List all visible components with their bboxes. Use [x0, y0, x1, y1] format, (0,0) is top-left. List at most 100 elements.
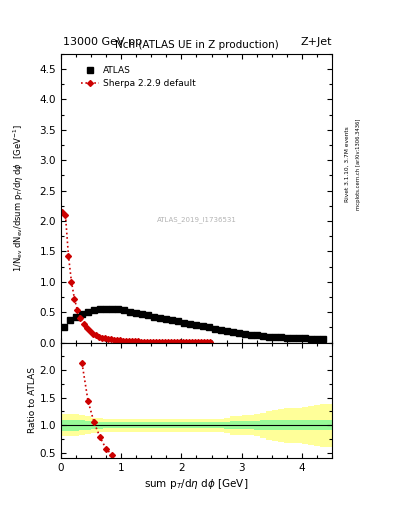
ATLAS — [290, 335, 295, 341]
ATLAS — [272, 334, 277, 340]
ATLAS — [146, 312, 151, 318]
ATLAS — [309, 336, 313, 342]
Sherpa 2.2.9 default — [193, 339, 197, 346]
ATLAS — [297, 335, 301, 342]
Sherpa 2.2.9 default — [141, 338, 146, 345]
Text: 13000 GeV pp: 13000 GeV pp — [63, 37, 142, 47]
ATLAS — [236, 330, 241, 336]
Sherpa 2.2.9 default — [84, 325, 89, 331]
ATLAS — [176, 318, 181, 325]
Sherpa 2.2.9 default — [187, 339, 191, 346]
Sherpa 2.2.9 default — [96, 333, 101, 339]
ATLAS — [212, 326, 217, 332]
Sherpa 2.2.9 default — [135, 338, 140, 345]
Sherpa 2.2.9 default — [66, 252, 71, 259]
ATLAS — [218, 327, 223, 333]
Sherpa 2.2.9 default — [78, 315, 83, 322]
Sherpa 2.2.9 default — [189, 339, 194, 346]
ATLAS — [315, 336, 320, 342]
X-axis label: sum p$_T$/d$\eta$ d$\phi$ [GeV]: sum p$_T$/d$\eta$ d$\phi$ [GeV] — [144, 477, 249, 492]
ATLAS — [182, 319, 187, 326]
Sherpa 2.2.9 default — [202, 339, 206, 346]
ATLAS — [230, 329, 235, 335]
Sherpa 2.2.9 default — [199, 339, 204, 346]
Line: ATLAS: ATLAS — [61, 306, 326, 342]
Sherpa 2.2.9 default — [208, 339, 212, 346]
ATLAS — [134, 310, 139, 316]
ATLAS — [92, 307, 96, 313]
ATLAS — [194, 322, 199, 328]
Sherpa 2.2.9 default — [90, 330, 95, 336]
Sherpa 2.2.9 default — [165, 339, 170, 345]
Sherpa 2.2.9 default — [147, 339, 152, 345]
Sherpa 2.2.9 default — [123, 338, 128, 344]
Line: Sherpa 2.2.9 default: Sherpa 2.2.9 default — [61, 210, 212, 345]
Sherpa 2.2.9 default — [87, 328, 92, 334]
ATLAS — [62, 325, 66, 331]
Sherpa 2.2.9 default — [171, 339, 176, 345]
ATLAS — [254, 332, 259, 338]
ATLAS — [80, 311, 84, 317]
Sherpa 2.2.9 default — [114, 337, 119, 343]
Sherpa 2.2.9 default — [138, 338, 143, 345]
Sherpa 2.2.9 default — [174, 339, 179, 346]
Sherpa 2.2.9 default — [108, 336, 113, 343]
Sherpa 2.2.9 default — [126, 338, 131, 344]
ATLAS — [140, 311, 145, 317]
Sherpa 2.2.9 default — [111, 337, 116, 343]
Sherpa 2.2.9 default — [156, 339, 161, 345]
Sherpa 2.2.9 default — [153, 339, 158, 345]
Sherpa 2.2.9 default — [99, 334, 104, 340]
ATLAS — [98, 306, 103, 312]
Sherpa 2.2.9 default — [178, 339, 182, 346]
ATLAS — [206, 325, 211, 331]
Text: ATLAS_2019_I1736531: ATLAS_2019_I1736531 — [156, 217, 237, 223]
ATLAS — [86, 309, 90, 315]
ATLAS — [200, 323, 205, 329]
ATLAS — [242, 331, 247, 337]
Sherpa 2.2.9 default — [117, 337, 122, 344]
Text: Rivet 3.1.10, 3.7M events: Rivet 3.1.10, 3.7M events — [345, 126, 350, 202]
ATLAS — [261, 333, 265, 339]
Sherpa 2.2.9 default — [105, 336, 110, 342]
Y-axis label: 1/N$_{\rm ev}$ dN$_{\rm ev}$/dsum p$_T$/d$\eta$ d$\phi$  [GeV$^{-1}$]: 1/N$_{\rm ev}$ dN$_{\rm ev}$/dsum p$_T$/… — [11, 124, 26, 272]
Sherpa 2.2.9 default — [69, 279, 74, 285]
Sherpa 2.2.9 default — [145, 339, 149, 345]
Legend: ATLAS, Sherpa 2.2.9 default: ATLAS, Sherpa 2.2.9 default — [79, 64, 198, 90]
ATLAS — [266, 333, 271, 339]
Sherpa 2.2.9 default — [102, 335, 107, 342]
Sherpa 2.2.9 default — [205, 339, 209, 346]
Sherpa 2.2.9 default — [160, 339, 164, 345]
Sherpa 2.2.9 default — [120, 337, 125, 344]
Sherpa 2.2.9 default — [180, 339, 185, 346]
Sherpa 2.2.9 default — [151, 339, 155, 345]
ATLAS — [170, 317, 175, 323]
Sherpa 2.2.9 default — [132, 338, 137, 345]
Sherpa 2.2.9 default — [60, 209, 65, 215]
ATLAS — [152, 313, 157, 319]
ATLAS — [73, 313, 78, 319]
ATLAS — [303, 335, 307, 342]
Sherpa 2.2.9 default — [93, 332, 98, 338]
ATLAS — [321, 336, 325, 342]
Text: Z+Jet: Z+Jet — [300, 37, 332, 47]
Sherpa 2.2.9 default — [163, 339, 167, 345]
ATLAS — [110, 306, 114, 312]
ATLAS — [279, 334, 283, 340]
Sherpa 2.2.9 default — [81, 321, 86, 327]
ATLAS — [158, 315, 163, 321]
ATLAS — [128, 309, 132, 315]
ATLAS — [116, 306, 121, 312]
Sherpa 2.2.9 default — [72, 296, 77, 302]
Sherpa 2.2.9 default — [196, 339, 200, 346]
ATLAS — [285, 335, 289, 341]
ATLAS — [224, 328, 229, 334]
ATLAS — [104, 306, 108, 312]
Sherpa 2.2.9 default — [184, 339, 188, 346]
Text: mcplots.cern.ch [arXiv:1306.3436]: mcplots.cern.ch [arXiv:1306.3436] — [356, 118, 361, 209]
ATLAS — [122, 307, 127, 313]
ATLAS — [164, 316, 169, 322]
Sherpa 2.2.9 default — [169, 339, 173, 345]
ATLAS — [68, 317, 72, 323]
Sherpa 2.2.9 default — [75, 307, 80, 313]
